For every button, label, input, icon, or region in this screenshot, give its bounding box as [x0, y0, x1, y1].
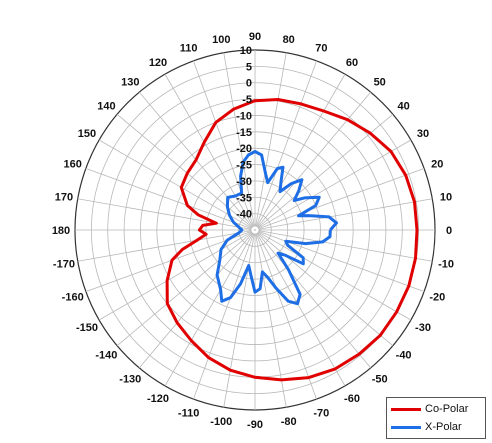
angle-tick-label: 60: [346, 57, 358, 69]
grid-spoke: [85, 168, 252, 230]
angle-tick-label: -130: [119, 374, 141, 386]
angle-tick-label: 90: [249, 31, 261, 43]
grid-spoke: [255, 233, 317, 400]
radial-tick-label: -20: [236, 143, 252, 155]
angle-tick-label: -60: [344, 393, 360, 405]
radial-tick-label: 5: [246, 61, 252, 73]
angle-tick-label: -20: [429, 291, 445, 303]
legend-item-co-polar: Co-Polar: [391, 400, 481, 418]
grid-spoke: [257, 91, 372, 228]
angle-tick-label: 160: [64, 159, 82, 171]
legend-label-co-polar: Co-Polar: [425, 403, 469, 415]
grid-spoke: [85, 230, 252, 292]
legend-label-x-polar: X-Polar: [425, 421, 462, 433]
grid-spoke: [223, 52, 255, 227]
angle-tick-label: -90: [247, 419, 263, 431]
grid-spoke: [257, 139, 412, 229]
grid-spoke: [258, 198, 433, 230]
angle-tick-label: 130: [121, 76, 139, 88]
grid-spoke: [116, 232, 253, 347]
angle-tick-label: 80: [283, 34, 295, 46]
angle-tick-label: 70: [315, 43, 327, 55]
angle-tick-label: 50: [374, 76, 386, 88]
angle-tick-label: -50: [372, 374, 388, 386]
grid-circle: [254, 229, 256, 231]
grid-spoke: [116, 113, 253, 228]
angle-tick-label: 170: [55, 191, 73, 203]
angle-tick-label: -40: [396, 350, 412, 362]
angle-tick-label: -120: [147, 393, 169, 405]
radial-tick-label: -25: [236, 160, 252, 172]
angle-tick-label: -10: [438, 259, 454, 271]
radial-tick-label: -35: [236, 192, 252, 204]
radial-tick-label: -15: [236, 127, 252, 139]
angle-tick-label: -110: [178, 407, 199, 419]
radial-tick-label: -40: [236, 209, 252, 221]
grid-spoke: [257, 113, 394, 228]
series-line-co-polar: [165, 98, 419, 382]
grid-spoke: [255, 60, 317, 227]
legend-swatch-x-polar: [391, 425, 421, 429]
radial-tick-label: -30: [236, 176, 252, 188]
grid-spoke: [257, 232, 372, 369]
angle-tick-label: 100: [212, 34, 230, 46]
legend-swatch-co-polar: [391, 407, 421, 411]
angle-tick-label: 150: [78, 128, 96, 140]
angle-tick-label: 140: [97, 100, 115, 112]
angle-tick-label: -70: [313, 407, 329, 419]
grid-spoke: [223, 233, 255, 408]
angle-tick-label: 30: [417, 128, 429, 140]
grid-spoke: [255, 233, 287, 408]
grid-spoke: [164, 73, 254, 228]
grid-spoke: [258, 230, 433, 262]
radial-tick-label: -10: [236, 110, 252, 122]
grid-spoke: [256, 73, 346, 228]
grid-spoke: [257, 232, 394, 347]
angle-tick-label: 110: [180, 43, 198, 55]
angle-tick-label: -160: [62, 291, 84, 303]
grid-spoke: [193, 233, 255, 400]
legend: Co-Polar X-Polar: [386, 397, 486, 439]
angle-tick-label: 40: [397, 100, 409, 112]
grid-spoke: [257, 231, 412, 321]
angle-tick-label: -30: [415, 322, 431, 334]
grid-spoke: [138, 232, 253, 369]
polar-grid: [74, 49, 436, 411]
angle-tick-label: 20: [431, 159, 443, 171]
grid-spoke: [258, 168, 425, 230]
grid-spoke: [164, 232, 254, 387]
grid-spoke: [98, 231, 253, 321]
grid-spoke: [98, 139, 253, 229]
angle-tick-label: -80: [281, 416, 297, 428]
grid-spoke: [256, 232, 346, 387]
grid-spoke: [77, 230, 252, 262]
grid-spoke: [193, 60, 255, 227]
angle-tick-label: -170: [53, 259, 75, 271]
tick-labels: 0102030405060708090100110120130140150160…: [52, 31, 454, 431]
angle-tick-label: -100: [210, 416, 232, 428]
radial-tick-label: 10: [240, 45, 252, 57]
series-line-x-polar: [215, 150, 338, 306]
angle-tick-label: 10: [440, 191, 452, 203]
radial-tick-label: -5: [242, 94, 252, 106]
angle-tick-label: -140: [95, 350, 117, 362]
grid-spoke: [255, 52, 287, 227]
grid-spoke: [77, 198, 252, 230]
angle-tick-label: 180: [52, 225, 70, 237]
angle-tick-label: -150: [76, 322, 98, 334]
angle-tick-label: 120: [149, 57, 167, 69]
angle-tick-label: 0: [446, 225, 452, 237]
radial-tick-label: 0: [246, 78, 252, 90]
series-layer: [165, 98, 419, 382]
legend-item-x-polar: X-Polar: [391, 418, 481, 436]
